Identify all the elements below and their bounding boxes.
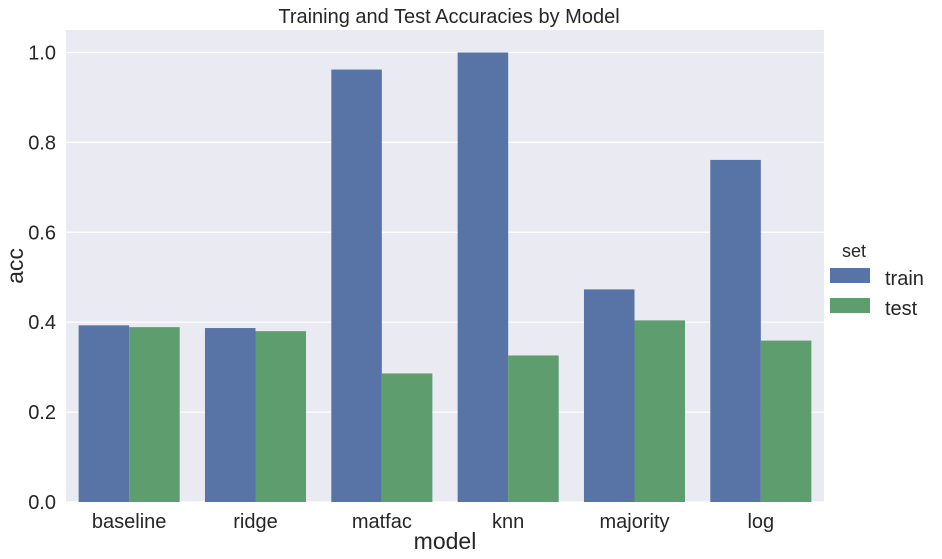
bar-train-ridge bbox=[204, 328, 256, 502]
y-tick-label: 0.8 bbox=[28, 132, 56, 154]
y-tick-label: 0.0 bbox=[28, 492, 56, 514]
bar-train-knn bbox=[457, 52, 509, 502]
x-tick-label: ridge bbox=[233, 511, 277, 533]
y-tick-label: 1.0 bbox=[28, 42, 56, 64]
x-axis-ticks: baseline ridge matfac knn majority log bbox=[92, 511, 774, 533]
bars bbox=[78, 52, 812, 502]
bar-train-matfac bbox=[331, 69, 382, 502]
legend-label-test: test bbox=[885, 298, 918, 320]
y-axis-ticks: 0.0 0.2 0.4 0.6 0.8 1.0 bbox=[28, 42, 56, 514]
x-tick-label: log bbox=[747, 511, 774, 533]
y-tick-label: 0.6 bbox=[28, 222, 56, 244]
y-tick-label: 0.4 bbox=[28, 312, 56, 334]
legend-title: set bbox=[842, 241, 866, 261]
x-tick-label: knn bbox=[492, 511, 524, 533]
y-tick-label: 0.2 bbox=[28, 402, 56, 424]
bar-test-knn bbox=[508, 355, 559, 502]
bar-test-majority bbox=[634, 320, 686, 502]
bar-test-baseline bbox=[129, 327, 180, 502]
x-axis-label: model bbox=[414, 528, 477, 554]
legend-swatch-test bbox=[830, 298, 870, 313]
chart-title: Training and Test Accuracies by Model bbox=[278, 6, 619, 28]
plot-area bbox=[66, 30, 824, 502]
legend-label-train: train bbox=[885, 268, 924, 290]
bar-test-ridge bbox=[255, 331, 307, 502]
bar-train-log bbox=[710, 159, 761, 502]
legend-swatch-train bbox=[830, 268, 870, 283]
x-tick-label: majority bbox=[599, 511, 669, 533]
x-tick-label: matfac bbox=[352, 511, 412, 533]
grid-lines bbox=[66, 51, 824, 503]
x-tick-label: baseline bbox=[92, 511, 167, 533]
y-axis-label: acc bbox=[2, 248, 28, 284]
bar-test-log bbox=[760, 340, 812, 502]
bar-test-matfac bbox=[381, 373, 433, 502]
bar-train-baseline bbox=[78, 325, 130, 502]
legend: set train test bbox=[830, 241, 924, 320]
bar-train-majority bbox=[583, 289, 635, 502]
